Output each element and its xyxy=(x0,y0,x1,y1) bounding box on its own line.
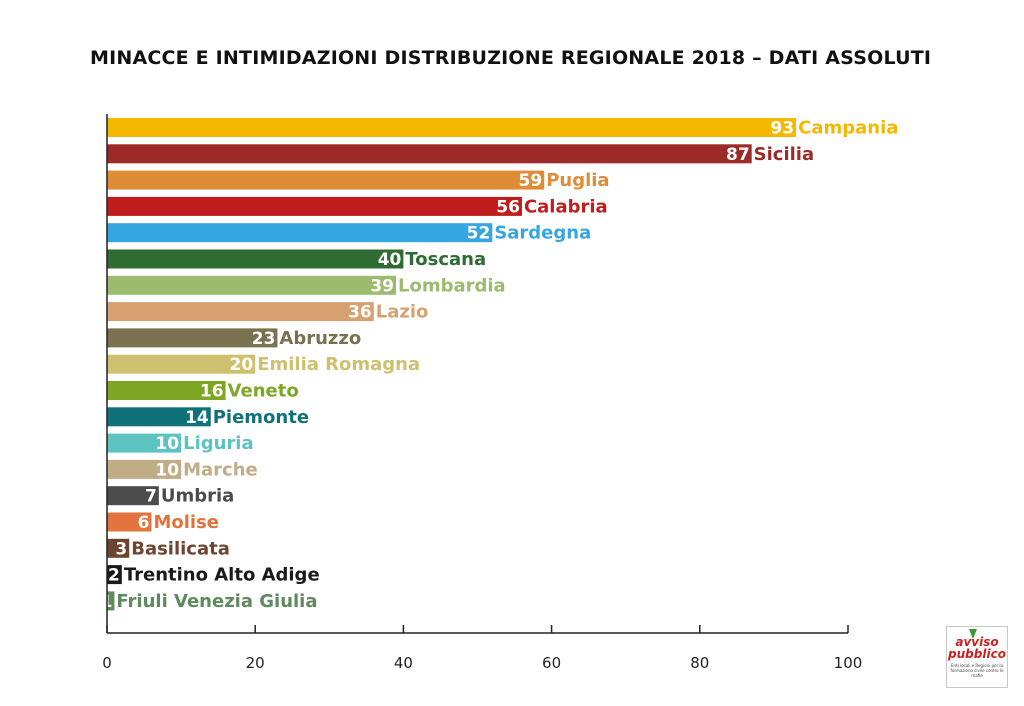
chart-title: MINACCE E INTIMIDAZIONI DISTRIBUZIONE RE… xyxy=(90,47,932,69)
bar-molise xyxy=(107,512,152,532)
bar-calabria xyxy=(107,196,522,216)
category-label-lombardia: Lombardia xyxy=(398,275,506,296)
x-tick-label-80: 80 xyxy=(690,654,709,672)
value-label-veneto: 16 xyxy=(200,382,224,402)
bar-piemonte xyxy=(107,407,211,427)
value-label-abruzzo: 23 xyxy=(252,329,276,349)
bar-campania xyxy=(107,118,797,137)
category-label-puglia: Puglia xyxy=(546,170,609,191)
bar-lazio xyxy=(107,302,374,322)
logo-line2: pubblico xyxy=(948,647,1006,661)
value-label-lombardia: 39 xyxy=(370,276,394,296)
value-label-molise: 6 xyxy=(138,513,150,533)
bar-marche xyxy=(107,459,182,479)
category-label-abruzzo: Abruzzo xyxy=(279,328,361,349)
category-label-molise: Molise xyxy=(153,512,219,533)
x-axis: 0 20 40 60 80 100 xyxy=(102,114,862,672)
value-label-puglia: 59 xyxy=(519,171,543,191)
value-label-basilicata: 3 xyxy=(115,539,127,559)
bar-friuli-venezia-giulia xyxy=(107,591,115,611)
bar-sardegna xyxy=(107,223,493,243)
logo-tagline: Enti locali e Regioni per la formazione … xyxy=(950,663,1004,678)
category-label-liguria: Liguria xyxy=(183,433,254,454)
bar-emilia-romagna xyxy=(107,354,256,374)
category-label-basilicata: Basilicata xyxy=(131,538,230,559)
category-label-veneto: Veneto xyxy=(228,381,299,402)
category-label-umbria: Umbria xyxy=(161,486,234,507)
bars-layer: 93 Campania 87 Sicilia 59 Puglia 56 Calabria 52 S… xyxy=(101,118,899,612)
logo-mark-icon xyxy=(969,629,977,639)
value-label-calabria: 56 xyxy=(496,197,520,217)
category-label-lazio: Lazio xyxy=(376,302,429,323)
x-tick-label-20: 20 xyxy=(246,654,265,672)
category-label-sardegna: Sardegna xyxy=(494,223,591,244)
bar-toscana xyxy=(107,249,404,269)
bar-sicilia xyxy=(107,144,752,164)
value-label-trentino-alto-adige: 2 xyxy=(108,566,120,586)
bar-puglia xyxy=(107,170,545,190)
value-label-umbria: 7 xyxy=(145,487,157,507)
bar-liguria xyxy=(107,433,182,453)
value-label-sicilia: 87 xyxy=(726,145,750,165)
bar-abruzzo xyxy=(107,328,278,348)
avviso-pubblico-logo: avviso pubblico Enti locali e Regioni pe… xyxy=(946,626,1008,688)
value-label-toscana: 40 xyxy=(378,250,402,270)
category-label-friuli-venezia-giulia: Friuli Venezia Giulia xyxy=(116,591,317,612)
bar-basilicata xyxy=(107,538,130,558)
category-label-marche: Marche xyxy=(183,459,258,480)
category-label-calabria: Calabria xyxy=(524,196,608,217)
logo-line1: avviso xyxy=(955,635,999,649)
x-tick-label-100: 100 xyxy=(834,654,863,672)
value-label-sardegna: 52 xyxy=(467,224,491,244)
value-label-liguria: 10 xyxy=(155,434,179,454)
category-label-emilia-romagna: Emilia Romagna xyxy=(257,354,420,375)
value-label-emilia-romagna: 20 xyxy=(230,355,254,375)
bar-lombardia xyxy=(107,275,396,295)
x-tick-label-60: 60 xyxy=(542,654,561,672)
x-tick-label-0: 0 xyxy=(102,654,112,672)
bar-veneto xyxy=(107,381,226,400)
x-tick-label-40: 40 xyxy=(394,654,413,672)
category-label-campania: Campania xyxy=(798,118,898,139)
category-label-sicilia: Sicilia xyxy=(754,144,814,165)
bar-umbria xyxy=(107,486,159,506)
category-label-piemonte: Piemonte xyxy=(213,407,309,428)
bar-trentino-alto-adige xyxy=(107,565,122,585)
value-label-lazio: 36 xyxy=(348,303,372,323)
value-label-piemonte: 14 xyxy=(185,408,209,428)
value-label-campania: 93 xyxy=(770,119,794,139)
value-label-marche: 10 xyxy=(155,460,179,480)
category-label-toscana: Toscana xyxy=(405,249,486,270)
category-label-trentino-alto-adige: Trentino Alto Adige xyxy=(124,565,320,586)
